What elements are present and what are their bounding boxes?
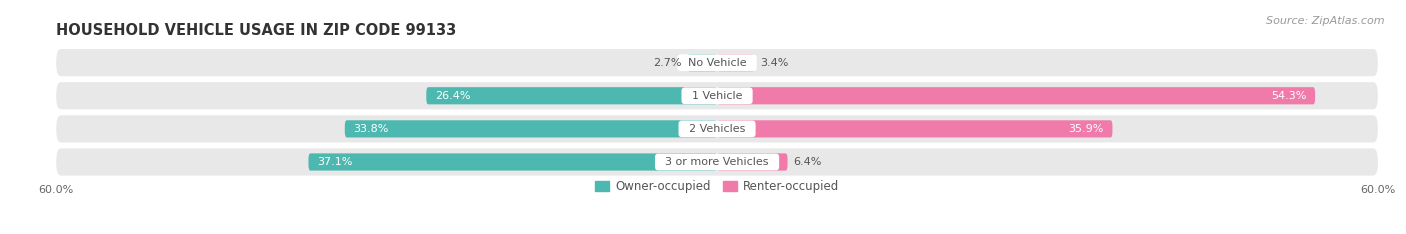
FancyBboxPatch shape [717,153,787,171]
FancyBboxPatch shape [56,82,1378,109]
FancyBboxPatch shape [717,87,1315,104]
Text: No Vehicle: No Vehicle [681,58,754,68]
FancyBboxPatch shape [56,49,1378,76]
FancyBboxPatch shape [308,153,717,171]
Text: 6.4%: 6.4% [793,157,821,167]
Text: Source: ZipAtlas.com: Source: ZipAtlas.com [1267,16,1385,26]
FancyBboxPatch shape [56,115,1378,143]
FancyBboxPatch shape [688,54,717,71]
Text: 3 or more Vehicles: 3 or more Vehicles [658,157,776,167]
FancyBboxPatch shape [717,54,755,71]
FancyBboxPatch shape [56,148,1378,176]
Text: HOUSEHOLD VEHICLE USAGE IN ZIP CODE 99133: HOUSEHOLD VEHICLE USAGE IN ZIP CODE 9913… [56,23,457,38]
FancyBboxPatch shape [426,87,717,104]
FancyBboxPatch shape [344,120,717,138]
Text: 3.4%: 3.4% [761,58,789,68]
Text: 33.8%: 33.8% [354,124,389,134]
Text: 2.7%: 2.7% [654,58,682,68]
Text: 26.4%: 26.4% [434,91,471,101]
Text: 1 Vehicle: 1 Vehicle [685,91,749,101]
Text: 2 Vehicles: 2 Vehicles [682,124,752,134]
Legend: Owner-occupied, Renter-occupied: Owner-occupied, Renter-occupied [591,175,844,198]
Text: 54.3%: 54.3% [1271,91,1306,101]
Text: 35.9%: 35.9% [1069,124,1104,134]
Text: 37.1%: 37.1% [318,157,353,167]
FancyBboxPatch shape [717,120,1112,138]
